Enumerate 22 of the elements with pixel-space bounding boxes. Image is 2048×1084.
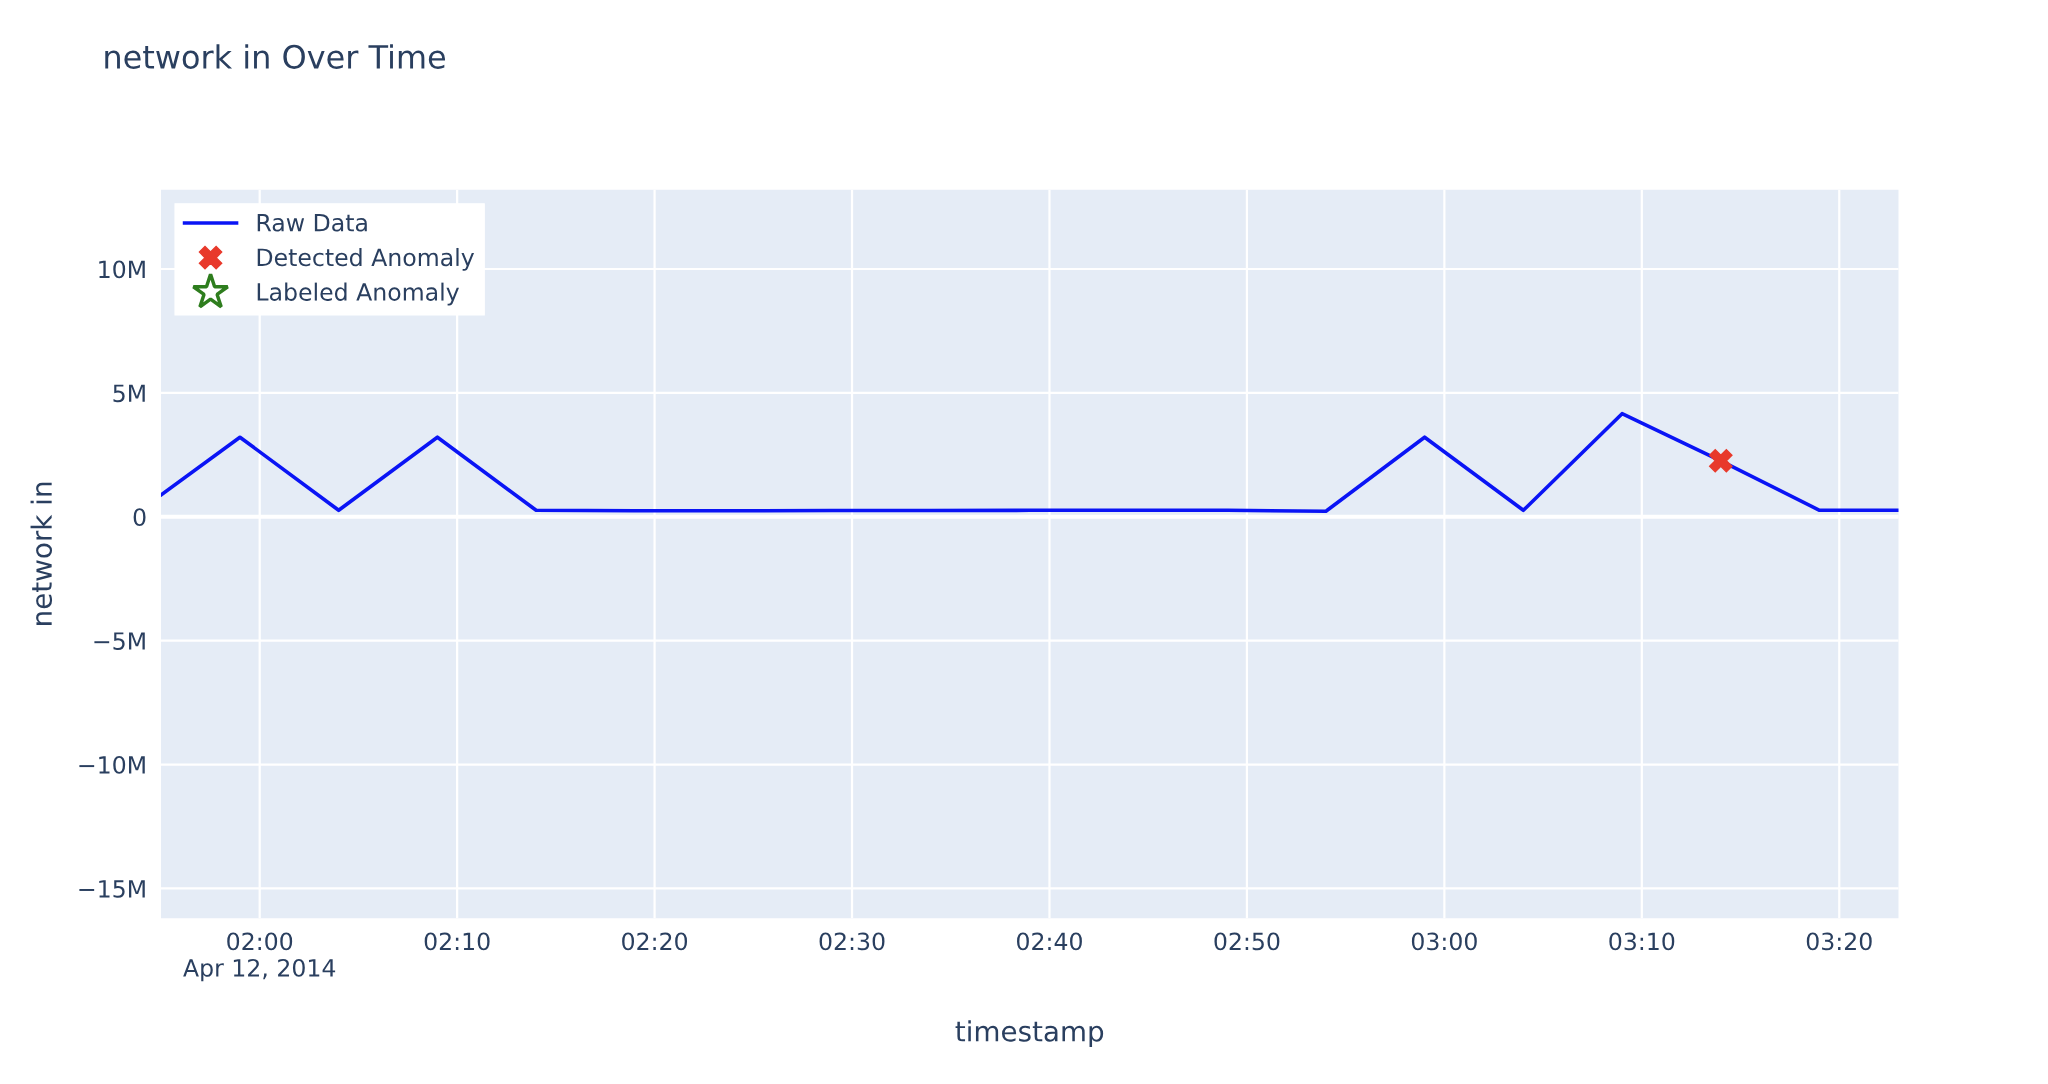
legend-label: Detected Anomaly — [257, 247, 475, 271]
x-tick-label: 02:10 — [424, 932, 490, 951]
y-tick-label: −15M — [79, 880, 145, 898]
line-series — [160, 411, 1899, 514]
x-tick-label: 02:00 Apr 12, 2014 — [183, 932, 336, 982]
x-tick-label: 03:10 — [1609, 932, 1675, 951]
x-tick-label: 02:40 — [1017, 932, 1082, 951]
y-tick-label: −5M — [94, 632, 145, 650]
x-tick-label: 02:30 — [819, 932, 885, 951]
legend-label: Labeled Anomaly — [257, 282, 459, 306]
y-tick-label: 10M — [99, 260, 145, 279]
y-tick-label: 0 — [133, 508, 146, 527]
x-tick-label: 02:20 — [622, 932, 688, 951]
y-tick-label: −10M — [79, 755, 145, 774]
chart-title: network in Over Time — [105, 44, 446, 69]
x-tick-label: 02:50 — [1214, 932, 1280, 951]
y-tick-label: 5M — [113, 384, 145, 403]
y-axis-title: network in — [30, 482, 53, 625]
x-axis-title: timestamp — [955, 1020, 1104, 1048]
x-tick-label: 03:00 — [1411, 932, 1477, 951]
x-tick-label: 03:20 — [1806, 932, 1872, 951]
legend-label: Raw Data — [257, 214, 367, 232]
